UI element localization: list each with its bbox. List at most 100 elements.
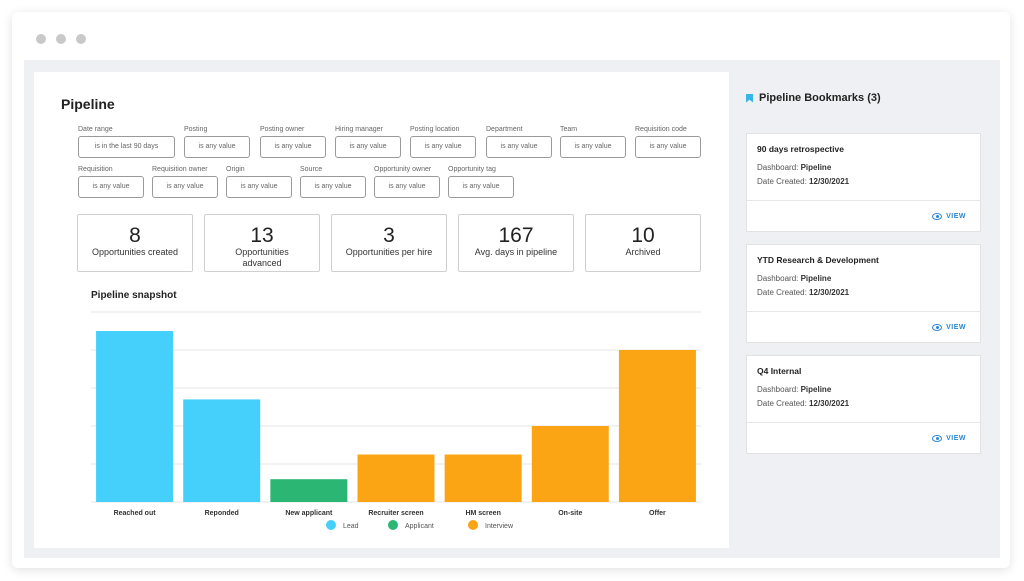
bar[interactable] (96, 331, 174, 502)
view-label: VIEW (946, 213, 966, 220)
bar[interactable] (444, 454, 522, 503)
stat-value: 8 (129, 224, 141, 247)
chart-title: Pipeline snapshot (91, 290, 177, 301)
filter-posting-owner: Posting owner is any value (260, 126, 326, 158)
stat-label: Avg. days in pipeline (474, 247, 558, 257)
bookmark-dashboard: Dashboard: Pipeline (757, 274, 831, 283)
stat-value: 13 (250, 224, 274, 247)
bookmarks-title: Pipeline Bookmarks (3) (759, 92, 881, 104)
filter-hiring-manager: Hiring manager is any value (335, 126, 401, 158)
x-tick-label: HM screen (465, 510, 500, 517)
filter-label: Hiring manager (335, 126, 383, 133)
filter-label: Posting location (410, 126, 460, 133)
filter-label: Source (300, 166, 323, 173)
stat-label: Archived (625, 247, 661, 257)
divider (747, 200, 980, 201)
bookmarks-header: Pipeline Bookmarks (3) (746, 92, 881, 104)
stat-card-opportunities-per-hire: 3 Opportunities per hire (331, 214, 447, 272)
bar[interactable] (357, 454, 435, 503)
date-value: 12/30/2021 (809, 288, 850, 297)
dashboard-panel: Pipeline Date range is in the last 90 da… (34, 72, 729, 548)
bookmark-dashboard: Dashboard: Pipeline (757, 163, 831, 172)
filter-input[interactable]: is any value (260, 136, 326, 158)
bookmark-card[interactable]: YTD Research & Development Dashboard: Pi… (746, 244, 981, 343)
bar[interactable] (183, 399, 261, 502)
stat-value: 10 (631, 224, 655, 247)
legend-label: Interview (485, 523, 514, 530)
filter-input[interactable]: is any value (448, 176, 514, 198)
legend-swatch (388, 520, 398, 530)
filter-opportunity-owner: Opportunity owner is any value (374, 166, 440, 198)
bar[interactable] (531, 426, 609, 502)
bookmark-title: YTD Research & Development (757, 255, 879, 265)
filter-posting: Posting is any value (184, 126, 250, 158)
stat-label: Opportunities advanced (235, 247, 289, 268)
dashboard-value: Pipeline (800, 385, 832, 394)
filter-date-range: Date range is in the last 90 days (78, 126, 175, 158)
filter-label: Requisition code (635, 126, 687, 133)
bookmark-card[interactable]: Q4 Internal Dashboard: Pipeline Date Cre… (746, 355, 981, 454)
bookmark-date: Date Created: 12/30/2021 (757, 399, 849, 408)
eye-icon (932, 213, 943, 220)
legend-label: Applicant (405, 523, 434, 530)
filter-source: Source is any value (300, 166, 366, 198)
filter-department: Department is any value (486, 126, 552, 158)
date-label: Date Created: (757, 177, 807, 186)
bar[interactable] (270, 479, 348, 502)
window-dot-icon[interactable] (36, 34, 46, 44)
filter-input[interactable]: is any value (152, 176, 218, 198)
page-title: Pipeline (61, 96, 115, 112)
filter-team: Team is any value (560, 126, 626, 158)
filter-requisition: Requisition is any value (78, 166, 144, 198)
bookmark-title: 90 days retrospective (757, 144, 844, 154)
stat-value: 3 (383, 224, 395, 247)
filter-input[interactable]: is in the last 90 days (78, 136, 175, 158)
filter-input[interactable]: is any value (560, 136, 626, 158)
bookmark-date: Date Created: 12/30/2021 (757, 288, 849, 297)
window-dot-icon[interactable] (76, 34, 86, 44)
stat-label: Opportunities per hire (345, 247, 433, 257)
view-button[interactable]: VIEW (932, 213, 966, 220)
stat-card-avg-days: 167 Avg. days in pipeline (458, 214, 574, 272)
bar[interactable] (618, 350, 696, 502)
filter-label: Opportunity tag (448, 166, 496, 173)
dashboard-value: Pipeline (800, 163, 832, 172)
eye-icon (932, 435, 943, 442)
filter-origin: Origin is any value (226, 166, 292, 198)
view-label: VIEW (946, 435, 966, 442)
x-tick-label: On-site (558, 510, 582, 517)
window-dot-icon[interactable] (56, 34, 66, 44)
view-button[interactable]: VIEW (932, 435, 966, 442)
filter-input[interactable]: is any value (635, 136, 701, 158)
filter-input[interactable]: is any value (184, 136, 250, 158)
filter-input[interactable]: is any value (486, 136, 552, 158)
bookmark-icon (746, 93, 753, 103)
filter-label: Requisition owner (152, 166, 208, 173)
filter-input[interactable]: is any value (335, 136, 401, 158)
filter-input[interactable]: is any value (78, 176, 144, 198)
filter-input[interactable]: is any value (374, 176, 440, 198)
window-controls (36, 34, 86, 44)
filter-label: Team (560, 126, 578, 133)
legend-label: Lead (343, 523, 359, 530)
date-value: 12/30/2021 (809, 399, 850, 408)
filter-input[interactable]: is any value (226, 176, 292, 198)
bookmark-dashboard: Dashboard: Pipeline (757, 385, 831, 394)
bookmark-card[interactable]: 90 days retrospective Dashboard: Pipelin… (746, 133, 981, 232)
filter-label: Date range (78, 126, 113, 133)
pipeline-chart: Reached out Reponded New applicant Recruite… (91, 311, 701, 530)
x-tick-label: Recruiter screen (368, 510, 423, 517)
eye-icon (932, 324, 943, 331)
view-button[interactable]: VIEW (932, 324, 966, 331)
divider (747, 311, 980, 312)
filter-requisition-owner: Requisition owner is any value (152, 166, 218, 198)
dashboard-label: Dashboard: (757, 163, 799, 172)
legend-swatch (468, 520, 478, 530)
filter-input[interactable]: is any value (300, 176, 366, 198)
dashboard-label: Dashboard: (757, 274, 799, 283)
dashboard-label: Dashboard: (757, 385, 799, 394)
x-tick-label: Reached out (114, 510, 157, 517)
filter-label: Posting owner (260, 126, 305, 133)
filter-input[interactable]: is any value (410, 136, 476, 158)
x-tick-label: Reponded (205, 510, 239, 517)
